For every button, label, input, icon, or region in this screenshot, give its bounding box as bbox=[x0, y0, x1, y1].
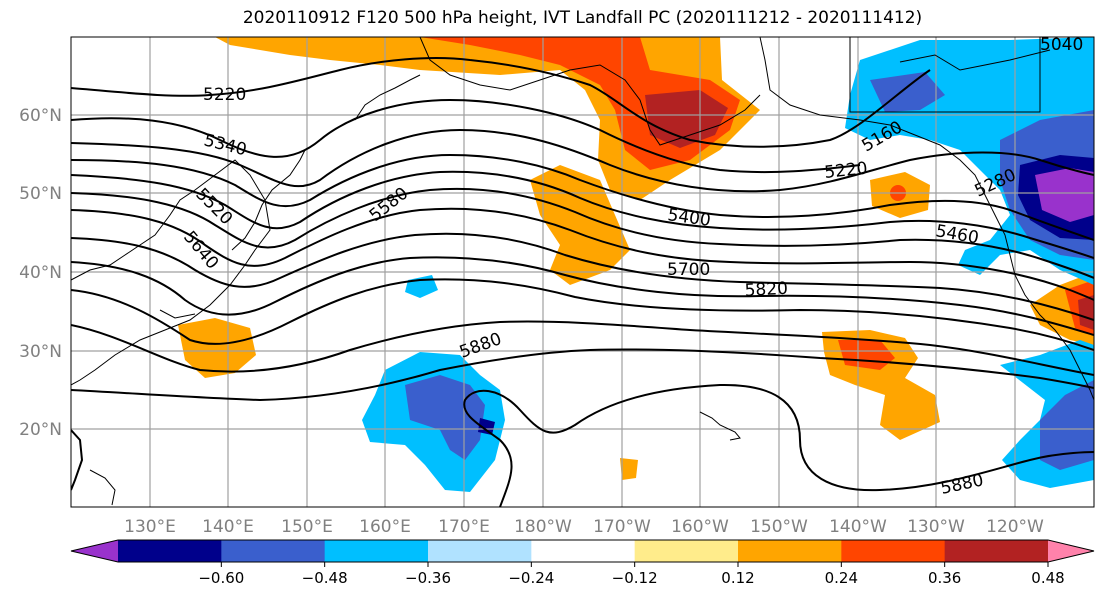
lat-label: 20°N bbox=[19, 420, 62, 440]
contour-label: 5220 bbox=[203, 85, 246, 105]
map-gridlines bbox=[71, 37, 1094, 507]
colorbar-tick-label: −0.60 bbox=[198, 569, 244, 587]
colorbar-segment bbox=[738, 540, 842, 562]
colorbar-tick-label: −0.12 bbox=[612, 569, 658, 587]
colorbar-tick-label: −0.36 bbox=[405, 569, 451, 587]
colorbar-segment bbox=[324, 540, 429, 562]
lat-label: 40°N bbox=[19, 263, 62, 283]
colorbar-segment bbox=[841, 540, 946, 562]
lon-label: 150°E bbox=[281, 517, 333, 537]
contour-label: 5220 bbox=[823, 159, 868, 183]
colorbar-outline bbox=[70, 539, 1095, 563]
contour-label: 5580 bbox=[366, 184, 412, 226]
chart-title: 2020110912 F120 500 hPa height, IVT Land… bbox=[242, 8, 923, 28]
lat-label: 50°N bbox=[19, 184, 62, 204]
positive-anomaly-japan bbox=[178, 318, 256, 378]
colorbar-tick-label: 0.48 bbox=[1031, 569, 1064, 587]
colorbar-segment bbox=[944, 540, 1049, 562]
ivt-shading bbox=[178, 37, 1094, 492]
colorbar-tick-label: 0.12 bbox=[721, 569, 754, 587]
lat-label: 30°N bbox=[19, 342, 62, 362]
lon-label: 140°E bbox=[202, 517, 254, 537]
lon-label: 140°W bbox=[829, 517, 887, 537]
contour-label: 5820 bbox=[744, 279, 788, 301]
colorbar-segment bbox=[634, 540, 739, 562]
map-frame bbox=[70, 36, 1095, 508]
lon-label: 150°W bbox=[750, 517, 808, 537]
latitude-labels: 60°N 50°N 40°N 30°N 20°N bbox=[19, 106, 62, 440]
lon-label: 180°W bbox=[514, 517, 572, 537]
colorbar-extend-high bbox=[1048, 540, 1094, 562]
coastlines bbox=[71, 37, 1094, 506]
lat-label: 60°N bbox=[19, 106, 62, 126]
height-contours bbox=[71, 57, 1094, 507]
lon-label: 130°W bbox=[907, 517, 965, 537]
positive-anomaly-north-pacific bbox=[530, 165, 630, 285]
colorbar-extend-low bbox=[71, 540, 118, 562]
colorbar-tick-label: 0.36 bbox=[928, 569, 961, 587]
colorbar-tick-label: −0.24 bbox=[508, 569, 554, 587]
contour-label: 5040 bbox=[1040, 35, 1083, 55]
longitude-labels: 130°E 140°E 150°E 160°E 170°E 180°W 170°… bbox=[124, 517, 1044, 537]
contour-label: 5700 bbox=[667, 260, 710, 280]
lon-label: 170°W bbox=[593, 517, 651, 537]
lon-label: 130°E bbox=[124, 517, 176, 537]
contour-label: 5400 bbox=[666, 205, 712, 231]
max-anomaly-alaska bbox=[645, 90, 728, 148]
colorbar-tick-label: −0.48 bbox=[302, 569, 348, 587]
lon-label: 160°E bbox=[359, 517, 411, 537]
colorbar-segment bbox=[531, 540, 636, 562]
colorbar-tick-label: 0.24 bbox=[825, 569, 858, 587]
lon-label: 120°W bbox=[986, 517, 1044, 537]
colorbar-segment bbox=[118, 540, 222, 562]
contour-label: 5640 bbox=[179, 227, 222, 273]
colorbar-segment bbox=[221, 540, 326, 562]
colorbar: −0.60 −0.48 −0.36 −0.24 −0.12 0.12 0.24 0.36 0.4… bbox=[70, 539, 1095, 587]
colorbar-segment bbox=[428, 540, 532, 562]
lon-label: 160°W bbox=[671, 517, 729, 537]
contour-label: 5880 bbox=[939, 470, 985, 499]
lon-label: 170°E bbox=[438, 517, 490, 537]
